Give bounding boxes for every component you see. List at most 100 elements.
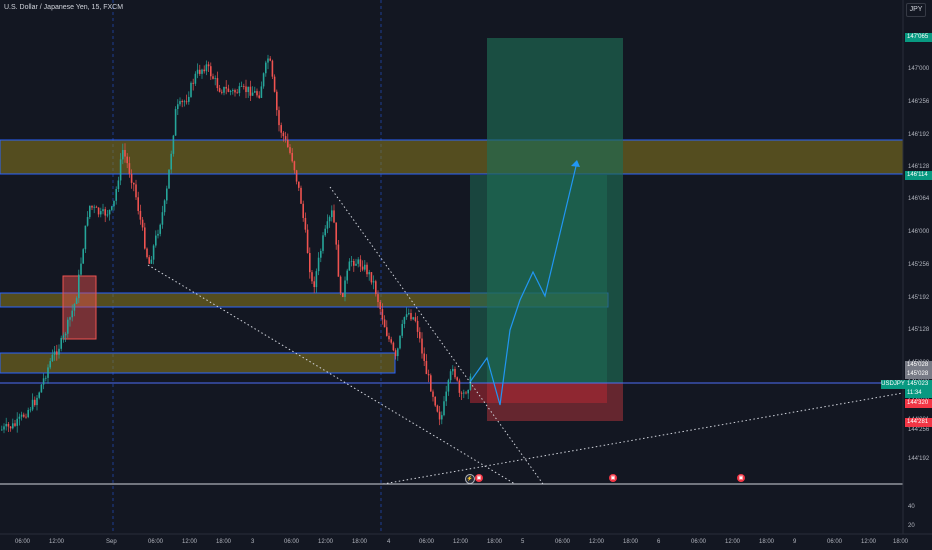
candle-body: [251, 92, 254, 96]
flag-event-icon[interactable]: ▣: [737, 474, 745, 482]
candle-body: [258, 95, 260, 98]
time-axis-label: 12:00: [49, 539, 65, 545]
candle-body: [124, 149, 126, 157]
candle-body: [337, 244, 340, 277]
candle-body: [359, 259, 362, 267]
candle-body: [126, 156, 128, 164]
candle-body: [432, 391, 434, 397]
candle-body: [414, 317, 417, 321]
candle-body: [357, 259, 359, 264]
candle-body: [344, 280, 346, 297]
flag-event-icon[interactable]: ▣: [475, 474, 483, 482]
candle-body: [148, 257, 150, 264]
candle-body: [3, 426, 5, 430]
candle-body: [287, 139, 289, 148]
candle-body: [128, 163, 131, 174]
candle-body: [293, 161, 296, 171]
time-axis-label: 9: [793, 539, 797, 545]
candle-body: [240, 85, 243, 87]
countdown-tag: 11:34: [905, 389, 932, 398]
candle-body: [115, 188, 117, 201]
candle-body: [14, 423, 16, 426]
candle-body: [372, 281, 375, 283]
candle-body: [339, 276, 342, 293]
candle-body: [102, 209, 104, 212]
candle-body: [245, 86, 247, 93]
candle-body: [172, 135, 175, 154]
candle-body: [326, 221, 329, 229]
price-axis-label: 145'192: [908, 295, 930, 301]
candle-body: [40, 384, 43, 393]
candle-body: [179, 101, 181, 105]
price-tag-gray-1: 145'028: [905, 361, 932, 370]
price-axis-label: 146'064: [908, 196, 930, 202]
candle-body: [430, 375, 432, 392]
candle-body: [192, 82, 194, 84]
candle-body: [298, 181, 300, 188]
candle-body: [280, 125, 282, 133]
candle-body: [27, 409, 29, 418]
candle-body: [181, 101, 183, 103]
candle-body: [408, 313, 410, 315]
time-axis-label: 5: [521, 539, 525, 545]
candle-body: [256, 91, 258, 96]
candle-body: [436, 405, 439, 412]
candle-body: [269, 58, 271, 61]
candle-body: [465, 392, 467, 394]
candle-body: [276, 91, 278, 111]
candle-body: [445, 391, 447, 402]
candle-body: [225, 86, 227, 89]
currency-button[interactable]: JPY: [906, 3, 926, 17]
flag-event-icon[interactable]: ▣: [609, 474, 617, 482]
candle-body: [229, 90, 232, 92]
candle-body: [31, 399, 34, 410]
trendline-support: [382, 392, 904, 485]
candle-body: [311, 272, 313, 282]
candle-body: [467, 389, 469, 394]
time-axis-label: 06:00: [15, 539, 31, 545]
supply-zone-upper: [0, 139, 904, 175]
candle-body: [388, 335, 390, 340]
time-axis-label: 6: [657, 539, 661, 545]
candle-body: [56, 351, 58, 355]
candle-body: [82, 249, 84, 264]
time-axis-label: 06:00: [691, 539, 707, 545]
time-axis-label: 06:00: [284, 539, 300, 545]
price-axis-label: 20: [908, 523, 915, 529]
candle-body: [234, 90, 236, 93]
candle-body: [53, 351, 56, 355]
time-axis-label: 18:00: [759, 539, 775, 545]
time-axis-label: 12:00: [725, 539, 741, 545]
candle-body: [427, 374, 430, 376]
candle-body: [386, 327, 388, 336]
trendline-lower: [147, 264, 516, 485]
candle-body: [64, 333, 67, 336]
candle-body: [403, 317, 406, 324]
price-tag-gray-2: 145'028: [905, 370, 932, 379]
candle-body: [348, 261, 351, 271]
candle-body: [155, 235, 157, 246]
candle-body: [243, 85, 245, 87]
candle-body: [463, 392, 465, 394]
candle-body: [401, 323, 403, 336]
candle-body: [25, 416, 27, 418]
candle-body: [9, 426, 12, 429]
projection-path: [469, 161, 578, 406]
candle-body: [423, 353, 425, 361]
time-axis-label: Sep: [106, 539, 117, 545]
price-axis-label: 145'256: [908, 262, 930, 268]
candle-body: [144, 227, 146, 249]
candle-body: [212, 76, 214, 79]
candle-body: [271, 60, 274, 77]
candle-body: [278, 110, 280, 126]
candle-body: [135, 184, 137, 198]
candle-body: [421, 338, 423, 354]
candle-body: [58, 348, 60, 355]
candle-body: [262, 73, 265, 87]
time-axis-label: 12:00: [318, 539, 334, 545]
candle-body: [18, 416, 21, 419]
candle-body: [370, 272, 373, 283]
candle-body: [443, 401, 445, 416]
lightning-event-icon[interactable]: ⚡: [465, 474, 475, 484]
